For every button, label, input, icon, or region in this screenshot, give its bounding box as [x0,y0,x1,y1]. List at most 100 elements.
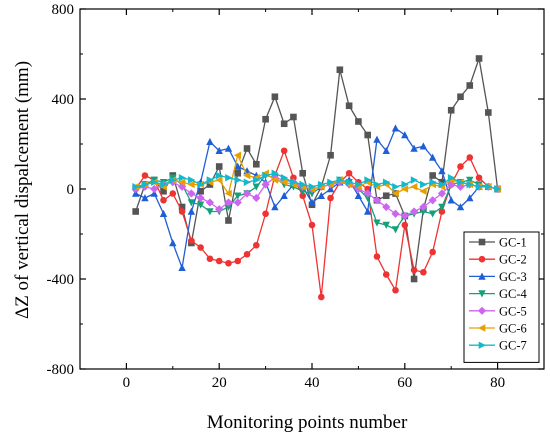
legend-marker [478,255,486,263]
data-point [160,187,167,195]
legend-label: GC-7 [499,339,527,353]
data-point [150,184,159,194]
data-point [429,178,437,186]
data-point [253,176,261,184]
data-point [299,187,307,196]
data-point [225,174,233,182]
legend: GC-1 GC-2 GC-3 GC-4 GC-5 GC-6 GC-7 [463,231,540,363]
data-point [336,176,344,184]
data-point [401,221,409,229]
data-point [280,120,288,128]
data-point [373,219,381,227]
legend-label: GC-6 [499,322,527,336]
data-point [419,142,428,150]
data-point [419,208,428,216]
data-point [428,153,437,161]
data-point [160,180,168,189]
data-point [373,135,381,143]
data-point [419,202,428,212]
data-point [141,194,149,202]
data-point [438,208,446,215]
x-tick-label: 20 [212,375,227,391]
x-axis: 0 20 40 60 80 [79,9,545,391]
data-point [206,137,214,146]
data-point [317,293,325,301]
data-point [206,181,214,188]
data-point [169,239,177,247]
data-point [475,183,483,191]
data-point [233,151,242,159]
data-point [141,172,149,179]
data-point [345,178,354,186]
data-point [494,185,502,193]
x-tick-label: 80 [490,375,505,391]
data-point [485,109,492,116]
data-point [262,171,270,180]
data-point [253,160,260,168]
data-point [401,131,409,139]
series-line [135,153,498,196]
data-point [410,144,418,152]
data-point [429,172,436,179]
y-tick-label: 400 [52,92,75,108]
x-tick-label: 40 [305,375,320,391]
data-point [178,203,186,211]
data-point [252,183,261,191]
data-point [466,194,474,202]
legend-marker [478,272,486,280]
data-point [317,180,326,189]
data-point [308,198,316,206]
data-point [150,189,158,197]
y-tick-label: -800 [47,362,75,378]
y-axis-label: ΔZ of vertical dispalcement (mm) [12,61,33,319]
data-point [326,185,335,193]
legend-item: GC-7 [469,339,527,353]
data-point [420,268,427,276]
y-axis: -800 -400 0 400 800 [47,2,544,378]
data-point [308,190,316,198]
data-point [355,180,363,189]
data-point [447,174,456,182]
data-point [187,180,195,189]
data-point [196,193,205,203]
data-point [280,175,289,185]
data-point [243,178,251,186]
data-point [215,257,223,265]
data-point [280,178,288,186]
data-point [438,180,446,189]
legend-item: GC-6 [469,322,527,336]
data-point [410,275,418,283]
data-point [475,55,483,62]
legend-marker [478,324,486,332]
data-point [401,180,409,189]
data-point [409,207,419,216]
data-point [475,174,483,182]
data-point [215,146,223,155]
data-point [336,66,344,74]
legend-marker [477,306,487,315]
data-point [206,176,214,184]
data-point [132,208,139,215]
data-point [364,176,372,184]
data-point [400,211,409,221]
legend-marker [478,238,486,246]
data-point [196,201,205,209]
data-point [252,193,261,203]
data-point [466,180,474,189]
data-point [178,174,186,182]
series-gc-7 [132,169,502,193]
legend-item: GC-5 [469,304,527,318]
data-point [271,203,279,211]
data-point [187,207,196,215]
data-point [234,257,242,265]
x-axis-label: Monitoring points number [207,412,408,433]
data-point [466,82,474,89]
data-point [169,176,177,184]
data-point [188,176,196,184]
data-point [419,187,427,195]
data-point [224,198,233,207]
data-point [308,183,316,191]
data-point [382,202,391,212]
data-point [225,217,232,224]
